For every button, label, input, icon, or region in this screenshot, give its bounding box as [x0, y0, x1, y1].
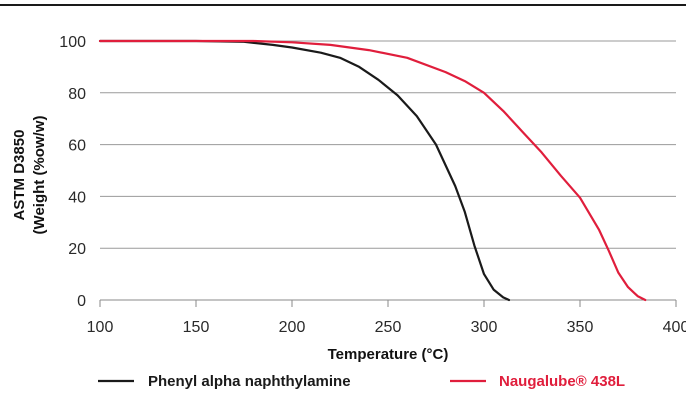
y-tick-label: 20	[68, 241, 86, 258]
y-axis-title-line-1: ASTM D3850	[11, 130, 28, 221]
x-tick-label: 400	[663, 319, 686, 336]
series-lines	[98, 39, 647, 302]
tick-labels: 0 20 40 60 80 100 100 150 200 250 300 350 400	[59, 34, 686, 336]
grid	[100, 40, 676, 249]
y-axis-title: ASTM D3850 (Weight (%ow/w)	[11, 116, 48, 235]
x-axis-title: Temperature (°C)	[328, 346, 449, 363]
y-axis-title-line-2: (Weight (%ow/w)	[31, 116, 48, 235]
y-tick-label: 60	[68, 138, 86, 155]
x-tick-label: 200	[279, 319, 306, 336]
x-tick-label: 100	[87, 319, 114, 336]
legend: Phenyl alpha naphthylamine Naugalube® 438…	[98, 373, 625, 390]
legend-label-1: Phenyl alpha naphthylamine	[148, 373, 351, 390]
y-tick-label: 40	[68, 189, 86, 206]
series-line-2	[98, 39, 647, 302]
x-tick-label: 300	[471, 319, 498, 336]
y-tick-label: 0	[77, 293, 86, 310]
x-tick-label: 250	[375, 319, 402, 336]
series-line-1	[98, 39, 511, 302]
y-tick-label: 80	[68, 86, 86, 103]
y-tick-label: 100	[59, 34, 86, 51]
x-tick-label: 150	[183, 319, 210, 336]
x-tick-label: 350	[567, 319, 594, 336]
legend-label-2: Naugalube® 438L	[499, 373, 625, 390]
x-axis	[99, 299, 677, 307]
